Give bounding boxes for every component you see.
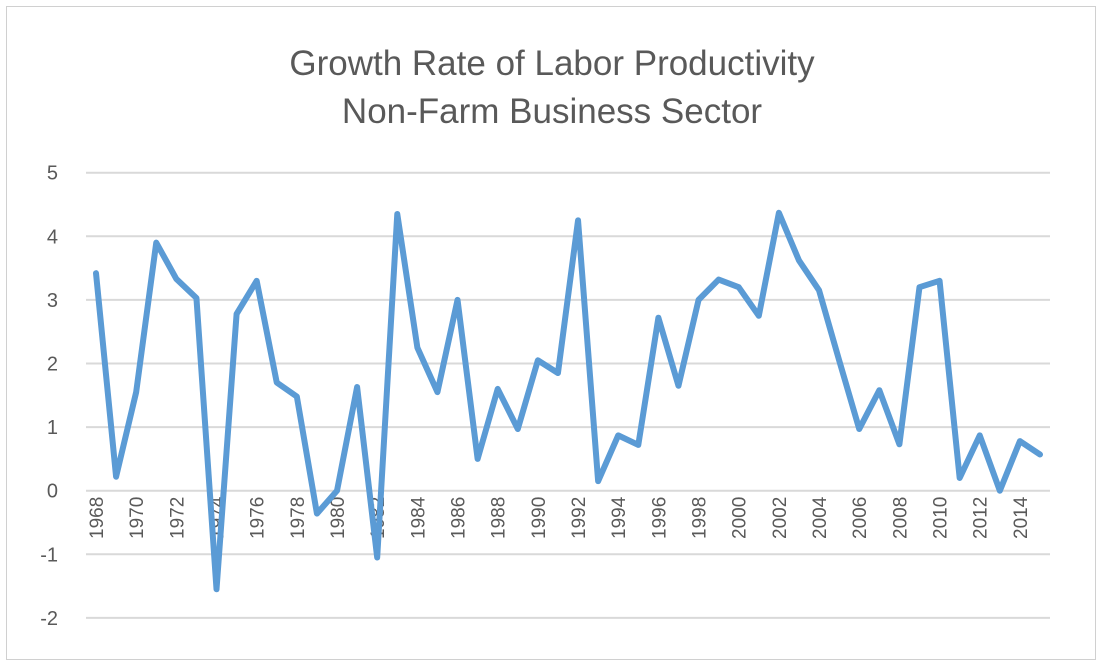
x-tick-label: 1972 (167, 497, 188, 539)
chart-subtitle: Non-Farm Business Sector (341, 92, 763, 131)
x-tick-label: 1984 (408, 496, 429, 539)
x-tick-label: 1970 (127, 497, 148, 539)
x-tick-label: 1976 (248, 497, 269, 539)
chart-frame (6, 6, 1096, 660)
x-tick-label: 2004 (810, 496, 831, 539)
y-tick-label: 1 (47, 417, 58, 439)
x-tick-label: 1998 (690, 497, 711, 539)
y-tick-label: 5 (47, 163, 58, 185)
x-tick-label: 1994 (609, 496, 630, 539)
x-tick-label: 1986 (449, 497, 470, 539)
y-tick-label: 0 (47, 481, 58, 503)
y-tick-label: 2 (47, 354, 58, 376)
x-tick-label: 1978 (288, 497, 309, 539)
y-tick-label: 4 (47, 226, 58, 248)
y-tick-label: -2 (40, 608, 58, 630)
x-tick-label: 2010 (931, 497, 952, 539)
x-tick-label: 2002 (770, 497, 791, 539)
y-tick-label: -1 (40, 544, 58, 566)
y-tick-label: 3 (47, 290, 58, 312)
x-tick-label: 1990 (529, 497, 550, 539)
x-tick-label: 2012 (971, 497, 992, 539)
x-tick-label: 2000 (730, 497, 751, 539)
x-tick-label: 1988 (489, 497, 510, 539)
chart-title: Growth Rate of Labor Productivity (289, 44, 815, 83)
x-tick-label: 2006 (850, 497, 871, 539)
x-tick-label: 1968 (87, 497, 108, 539)
x-tick-label: 1996 (649, 497, 670, 539)
series-line (93, 209, 1043, 593)
x-tick-label: 2014 (1011, 496, 1032, 539)
x-tick-label: 1980 (328, 497, 349, 539)
x-tick-label: 2008 (890, 497, 911, 539)
x-tick-label: 1992 (569, 497, 590, 539)
